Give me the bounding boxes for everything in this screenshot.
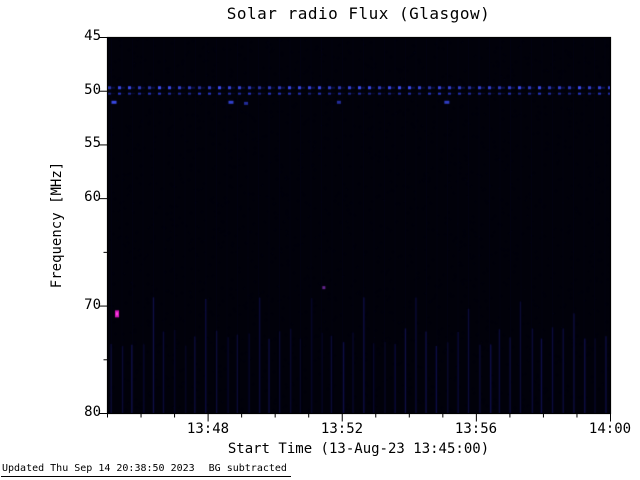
footer-bg-subtracted-note: BG subtracted xyxy=(208,463,287,474)
spectrogram-canvas xyxy=(108,38,610,413)
x-axis-label: Start Time (13-Aug-23 13:45:00) xyxy=(227,441,490,457)
y-tick-label: 50 xyxy=(84,82,101,98)
x-tick-label: 13:52 xyxy=(320,421,364,437)
y-tick-label: 60 xyxy=(84,189,101,205)
update-timestamp: Updated Thu Sep 14 20:38:50 2023 BG subtr… xyxy=(1,463,291,477)
x-tick-label: 13:48 xyxy=(186,421,230,437)
y-axis-label: Frequency [MHz] xyxy=(49,161,65,289)
x-tick-label: 13:56 xyxy=(454,421,498,437)
footer-updated-text: Updated Thu Sep 14 20:38:50 2023 xyxy=(2,463,195,474)
y-tick-label: 55 xyxy=(84,135,101,151)
chart-title: Solar radio Flux (Glasgow) xyxy=(226,4,491,23)
y-tick-label: 80 xyxy=(84,404,101,420)
y-tick-label: 45 xyxy=(84,28,101,44)
x-tick-label: 14:00 xyxy=(588,421,632,437)
y-tick-label: 70 xyxy=(84,297,101,313)
